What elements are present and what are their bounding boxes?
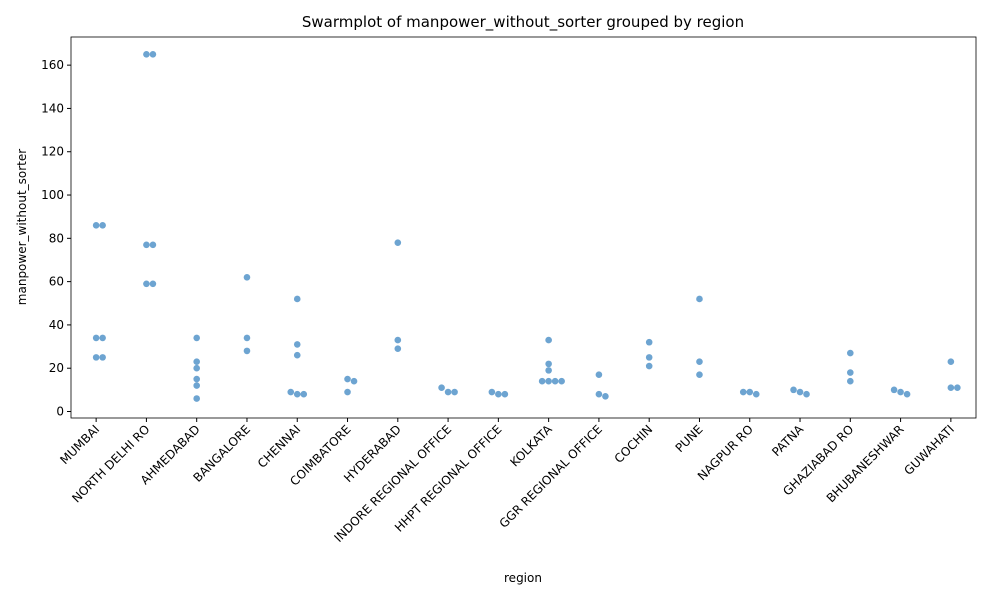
y-tick-label: 0 [56,405,64,419]
x-tick-label: COCHIN [612,422,656,466]
point [143,280,150,288]
point [344,388,351,396]
point [551,377,559,385]
point [645,362,653,370]
point [796,388,804,396]
point [954,384,961,391]
point [92,334,100,342]
y-tick-label: 140 [41,101,64,115]
point [99,222,106,229]
point [847,349,854,357]
point [99,334,106,342]
point [545,336,552,344]
x-tick-label: HHPT REGIONAL OFFICE [392,422,504,534]
y-tick-label: 80 [49,231,64,245]
point [143,241,150,249]
point [243,273,251,281]
point [287,388,295,396]
point [501,390,509,398]
point [143,51,150,58]
point [595,390,603,398]
point [99,354,106,361]
plot-frame [70,36,977,419]
point [595,371,603,379]
point [538,377,546,385]
point [602,393,609,400]
point [193,375,200,383]
point [293,390,301,398]
point [947,384,955,391]
point [193,364,200,372]
point [696,371,703,379]
point [545,360,552,368]
point [243,347,251,355]
point [394,345,402,353]
y-tick-label: 100 [41,188,64,202]
point [394,336,402,344]
point [293,351,301,359]
point [903,390,911,398]
x-tick-label: KOLKATA [507,422,555,470]
point [438,384,445,391]
y-tick-label: 160 [41,58,64,72]
point [645,338,653,346]
point [394,239,402,246]
point [243,334,251,342]
point [558,377,565,385]
point [897,388,904,396]
point [752,390,760,398]
point [645,354,653,361]
chart-title: Swarmplot of manpower_without_sorter gro… [302,13,744,32]
point [947,358,955,366]
point [300,390,308,398]
x-axis-label: region [504,571,542,585]
point [92,354,100,361]
point [545,377,552,385]
y-tick-label: 60 [49,275,64,289]
point [847,369,854,376]
point [444,388,452,396]
point [847,377,854,385]
y-tick-label: 40 [49,318,64,332]
point [790,386,797,394]
point [696,358,703,366]
point [293,341,301,348]
point [344,375,351,383]
point [350,377,358,385]
y-tick-label: 120 [41,145,64,159]
point [149,241,157,249]
point [545,367,552,374]
point [803,390,810,398]
x-tick-label: GUWAHATI [901,422,957,478]
point [293,295,301,303]
x-tick-label: PATNA [769,422,807,460]
x-tick-label: MUMBAI [57,422,102,467]
point [746,388,754,396]
point [193,395,200,402]
point [495,390,502,398]
point [451,388,458,396]
point [696,295,703,303]
point [92,222,100,229]
x-tick-label: CHENNAI [255,422,304,471]
point [488,388,496,396]
point [193,334,200,342]
point [193,358,200,366]
x-tick-label: GGR REGIONAL OFFICE [497,422,605,530]
point [890,386,898,394]
point [193,382,200,389]
x-tick-label: PUNE [673,422,706,455]
y-tick-label: 20 [49,361,64,375]
point [739,388,747,396]
point [149,51,157,58]
y-axis-label: manpower_without_sorter [15,149,29,305]
point [149,280,157,288]
